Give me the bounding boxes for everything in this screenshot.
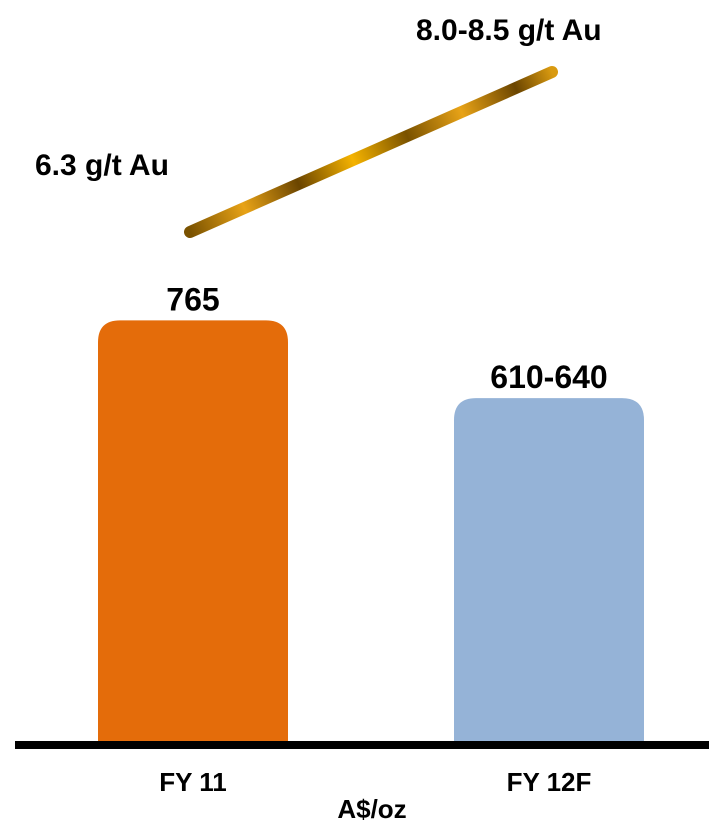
bar-fy-12f <box>454 398 644 745</box>
x-axis-title: A$/oz <box>337 794 406 824</box>
data-label-fy-11: 765 <box>166 281 219 317</box>
bar-fy-11 <box>98 320 288 745</box>
data-label-fy-12f: 610-640 <box>490 359 607 395</box>
category-label-fy12f: FY 12F <box>507 767 592 797</box>
labels-group: 765 610-640 <box>166 281 607 395</box>
grade-trend-line <box>184 66 558 238</box>
grade-start-annotation: 6.3 g/t Au <box>35 149 169 182</box>
bars-group <box>98 320 644 745</box>
category-label-fy11: FY 11 <box>159 767 226 797</box>
grade-end-annotation: 8.0-8.5 g/t Au <box>416 14 602 47</box>
